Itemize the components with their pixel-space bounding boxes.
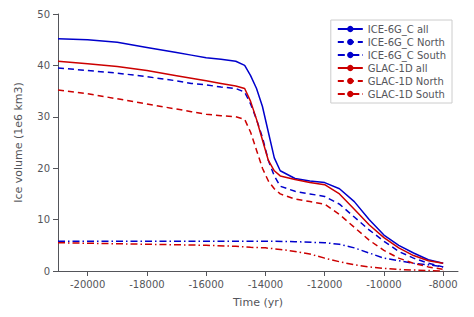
svg-text:0: 0: [44, 266, 50, 277]
svg-text:-12000: -12000: [307, 279, 342, 290]
svg-text:-16000: -16000: [188, 279, 223, 290]
svg-text:Ice volume (1e6 km3): Ice volume (1e6 km3): [12, 82, 25, 203]
svg-text:10: 10: [37, 214, 50, 225]
svg-text:40: 40: [37, 60, 50, 71]
svg-text:-18000: -18000: [129, 279, 164, 290]
svg-text:-14000: -14000: [248, 279, 283, 290]
svg-text:30: 30: [37, 111, 50, 122]
svg-text:Time (yr): Time (yr): [232, 296, 283, 309]
svg-text:ICE-6G_C all: ICE-6G_C all: [368, 24, 429, 36]
svg-text:GLAC-1D South: GLAC-1D South: [368, 89, 445, 100]
svg-text:GLAC-1D all: GLAC-1D all: [368, 63, 428, 74]
svg-text:GLAC-1D North: GLAC-1D North: [368, 76, 444, 87]
svg-text:-10000: -10000: [366, 279, 401, 290]
svg-text:20: 20: [37, 163, 50, 174]
svg-text:50: 50: [37, 9, 50, 20]
svg-text:ICE-6G_C North: ICE-6G_C North: [368, 37, 445, 49]
svg-text:-20000: -20000: [70, 279, 105, 290]
svg-text:-8000: -8000: [429, 279, 458, 290]
svg-text:ICE-6G_C South: ICE-6G_C South: [368, 50, 446, 62]
